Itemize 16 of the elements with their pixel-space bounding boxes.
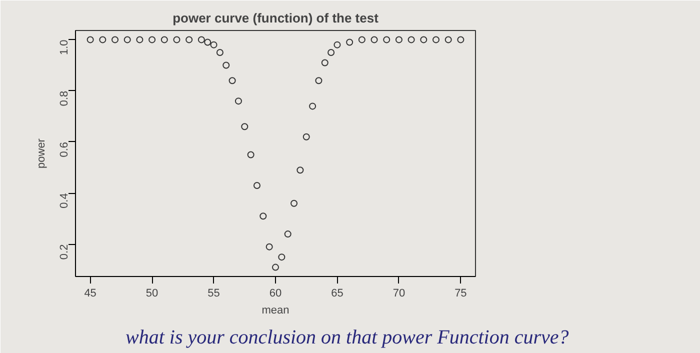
x-tick-label: 45 <box>84 288 96 300</box>
y-tick-label: 1.0 <box>58 40 70 55</box>
x-tick-label: 65 <box>331 288 344 300</box>
y-tick-label: 0.2 <box>58 244 70 260</box>
y-tick-label: 0.6 <box>58 142 70 158</box>
y-axis-title: power <box>36 138 48 168</box>
x-tick-label: 70 <box>392 288 406 300</box>
x-tick-label: 55 <box>208 288 220 300</box>
x-tick-label: 50 <box>146 288 158 300</box>
x-tick-label: 60 <box>269 288 282 300</box>
x-axis-title: mean <box>262 304 290 316</box>
chart-title: power curve (function) of the test <box>172 10 380 26</box>
x-tick-label: 75 <box>454 288 467 300</box>
y-tick-label: 0.8 <box>58 90 70 106</box>
text: what is your conclusion on that power Function curve? <box>126 326 569 348</box>
y-tick-label: 0.4 <box>58 193 70 208</box>
